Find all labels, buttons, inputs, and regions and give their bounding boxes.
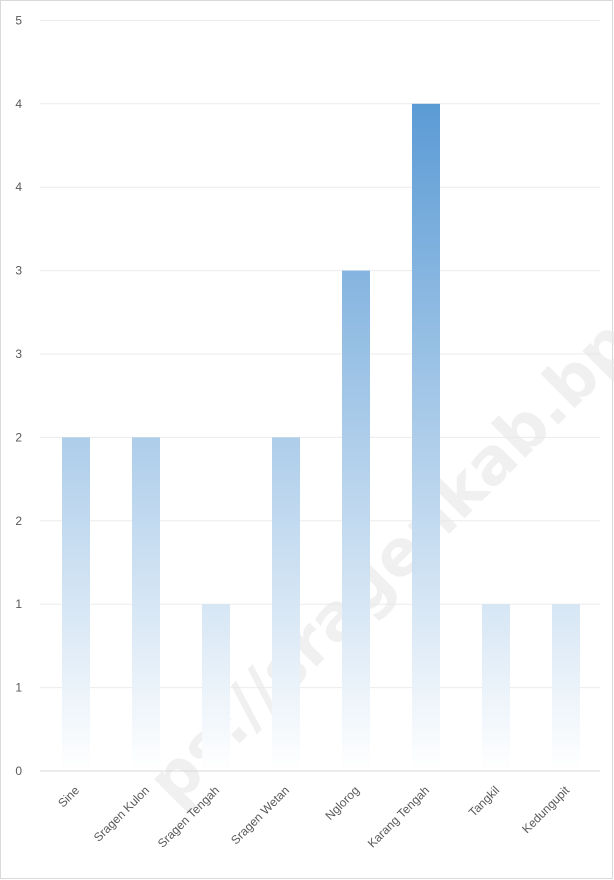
y-tick-label: 2 xyxy=(15,430,22,444)
x-axis-labels: Sine Sragen Kulon Sragen Tengah Sragen Weta… xyxy=(55,783,572,851)
bar xyxy=(482,604,510,771)
y-tick-label: 1 xyxy=(15,597,22,611)
y-tick-label: 3 xyxy=(15,347,22,361)
x-tick-label: Sragen Wetan xyxy=(228,783,292,847)
y-tick-label: 4 xyxy=(15,180,22,194)
bar xyxy=(202,604,230,771)
bar xyxy=(62,437,90,771)
x-tick-label: Karang Tengah xyxy=(365,783,432,850)
y-tick-label: 4 xyxy=(15,97,22,111)
bar xyxy=(412,103,440,772)
y-tick-label: 5 xyxy=(15,13,22,27)
bar xyxy=(552,604,580,771)
bar xyxy=(342,270,370,771)
x-tick-label: Tangkil xyxy=(466,783,502,819)
y-tick-label: 0 xyxy=(15,764,22,778)
x-tick-label: Kedungupit xyxy=(519,783,572,836)
bar xyxy=(132,437,160,771)
bars xyxy=(62,103,580,772)
y-tick-label: 1 xyxy=(15,681,22,695)
x-tick-label: Sragen Kulon xyxy=(91,783,152,844)
y-tick-label: 3 xyxy=(15,264,22,278)
y-tick-label: 2 xyxy=(15,514,22,528)
y-axis-ticks: 0 1 1 2 2 3 3 4 4 5 xyxy=(15,13,22,778)
x-tick-label: Nglorog xyxy=(323,783,363,823)
x-tick-label: Sine xyxy=(55,783,82,810)
bar xyxy=(272,437,300,771)
